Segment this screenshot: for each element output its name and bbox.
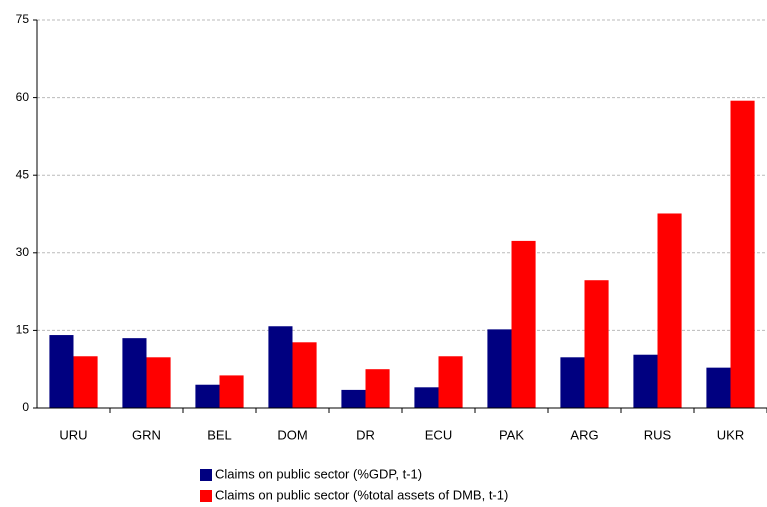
bar — [195, 384, 220, 408]
y-tick-label: 15 — [16, 323, 30, 337]
y-tick-label: 30 — [16, 245, 30, 259]
bar — [657, 213, 682, 408]
bar — [487, 329, 512, 408]
x-tick-label: BEL — [207, 427, 232, 442]
bar — [438, 356, 463, 408]
bar — [414, 387, 439, 408]
bar — [122, 338, 147, 408]
x-tick-label: GRN — [132, 427, 161, 442]
bar — [268, 326, 293, 408]
legend-swatch — [200, 469, 212, 481]
y-tick-label: 60 — [16, 90, 30, 104]
legend-swatch — [200, 490, 212, 502]
bar — [219, 375, 244, 408]
bar — [73, 356, 98, 408]
x-tick-label: RUS — [644, 427, 672, 442]
y-tick-label: 75 — [16, 12, 30, 26]
x-tick-label: DOM — [277, 427, 307, 442]
y-tick-label: 0 — [22, 400, 29, 414]
x-tick-label: PAK — [499, 427, 524, 442]
bar — [292, 342, 317, 408]
x-tick-label: URU — [59, 427, 87, 442]
bar — [730, 100, 755, 408]
bar — [146, 357, 171, 408]
x-tick-label: UKR — [717, 427, 744, 442]
x-tick-label: ARG — [570, 427, 598, 442]
x-tick-label: DR — [356, 427, 375, 442]
bar — [365, 369, 390, 408]
bar — [511, 240, 536, 408]
bar — [633, 354, 658, 408]
x-tick-label: ECU — [425, 427, 452, 442]
bar — [341, 389, 366, 408]
legend-label: Claims on public sector (%total assets o… — [215, 487, 508, 502]
bar — [49, 335, 74, 408]
bar — [584, 280, 609, 408]
bar — [560, 357, 585, 408]
y-tick-label: 45 — [16, 167, 30, 181]
legend-label: Claims on public sector (%GDP, t-1) — [215, 466, 422, 481]
bar — [706, 367, 731, 408]
